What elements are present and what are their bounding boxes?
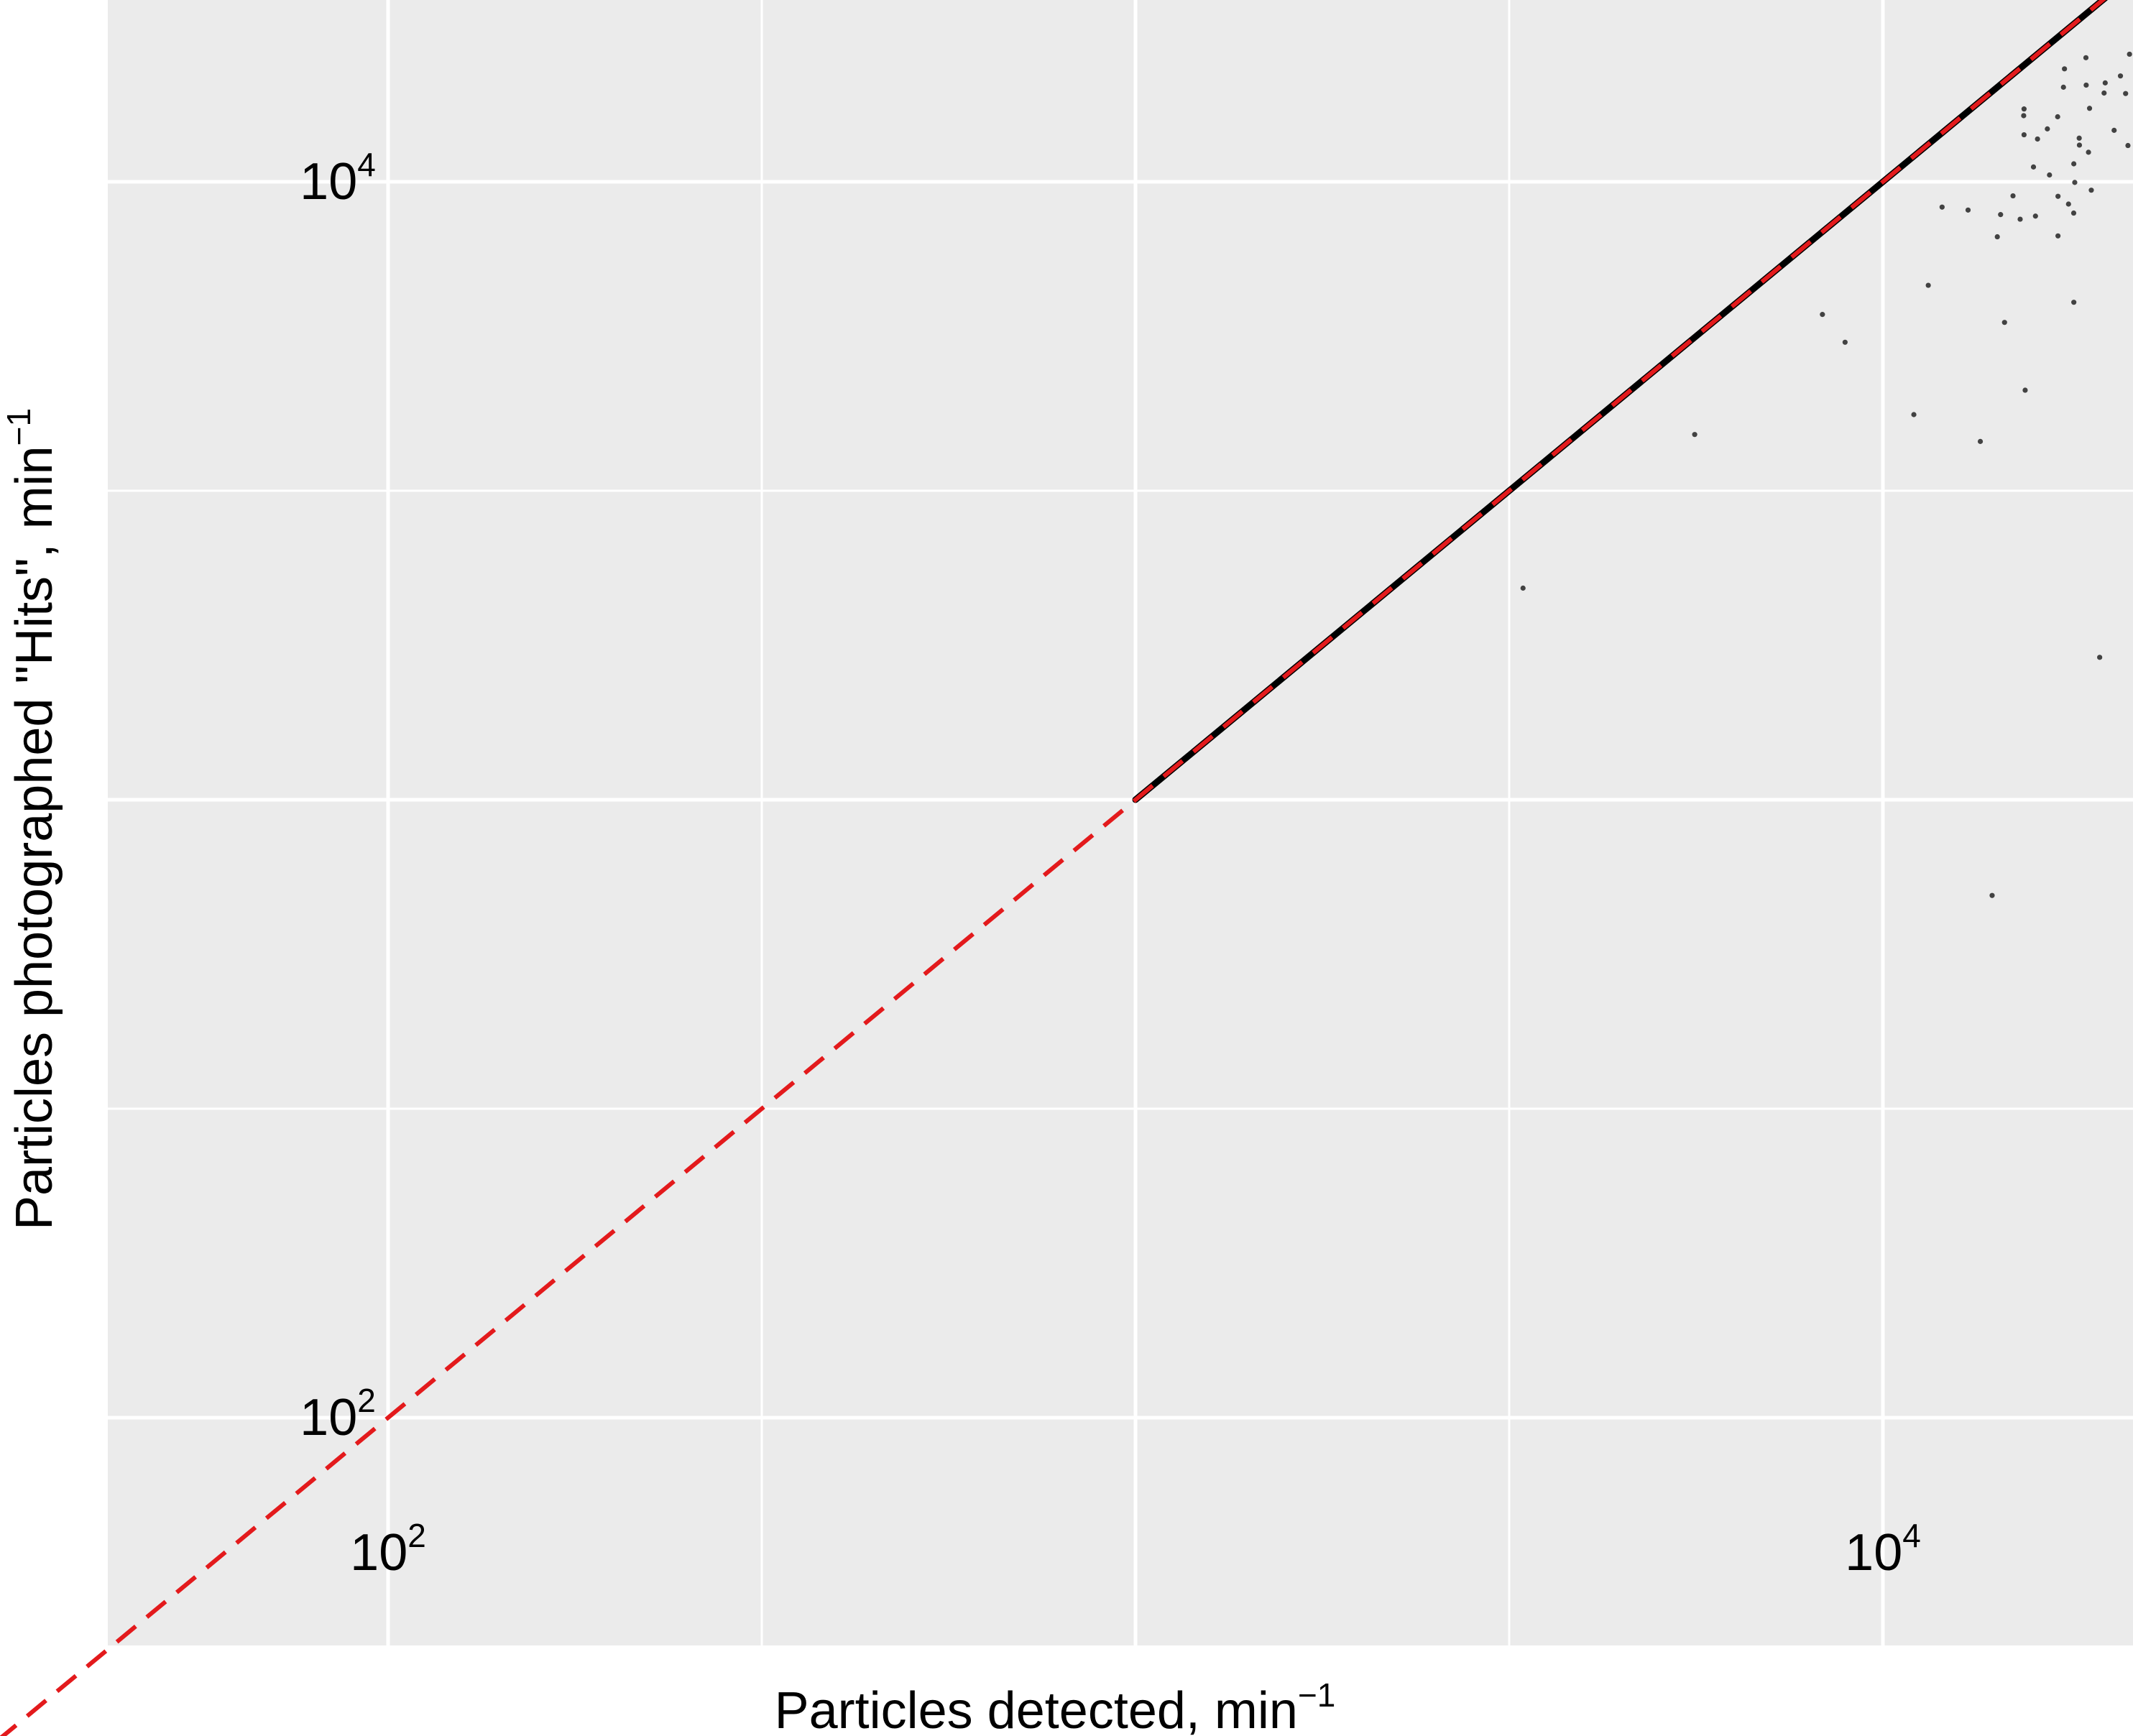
data-point	[1820, 312, 1825, 318]
data-point	[1842, 339, 1848, 345]
y-axis-title: Particles photographed "Hits", min−1	[0, 408, 63, 1230]
data-point	[1692, 432, 1697, 438]
scatter-point	[2125, 142, 2131, 149]
x-tick-exponent: 2	[407, 1517, 426, 1554]
x-axis-title: Particles detected, min−1	[775, 1676, 1336, 1736]
plot-panel	[108, 0, 2133, 1645]
x-axis-title-sup: −1	[1298, 1676, 1335, 1714]
scatter-point	[2102, 80, 2108, 86]
y-axis-title-sup: −1	[0, 408, 37, 445]
x-tick-base: 10	[1845, 1524, 1902, 1582]
scatter-point	[2083, 82, 2089, 88]
y-axis-title-text: Particles photographed "Hits", min	[6, 445, 63, 1230]
scatter-point	[2117, 73, 2124, 79]
scatter-point	[2076, 135, 2082, 141]
y-tick-label: 102	[300, 1382, 376, 1446]
data-point	[2070, 210, 2077, 216]
minor-gridlines	[108, 0, 2133, 1645]
scatter-point	[1994, 234, 2000, 240]
data-points	[1520, 51, 2132, 898]
scatter-point	[2017, 216, 2023, 222]
data-point	[1925, 282, 1931, 288]
data-point	[2022, 387, 2028, 393]
y-tick-label: 104	[300, 146, 376, 211]
scatter-point	[2055, 233, 2061, 239]
data-point	[2032, 213, 2038, 219]
scatter-point	[1998, 212, 2004, 218]
scatter-point	[2071, 300, 2077, 305]
scatter-point	[2071, 161, 2077, 167]
scatter-point	[2076, 142, 2083, 148]
data-point	[2097, 655, 2103, 660]
y-tick-exponent: 4	[357, 146, 376, 183]
scatter-point	[2060, 84, 2066, 90]
scatter-point	[2021, 106, 2027, 112]
scatter-point	[2035, 136, 2040, 142]
scatter-point	[2086, 149, 2091, 155]
x-axis-title-text: Particles detected, min	[775, 1682, 1298, 1736]
x-tick-label: 104	[1845, 1517, 1921, 1582]
data-point	[1989, 892, 1995, 898]
scatter-point	[2055, 114, 2060, 120]
data-point	[1965, 207, 1971, 213]
data-point	[1520, 585, 1526, 591]
scatter-point	[2123, 91, 2129, 96]
y-tick-exponent: 2	[357, 1382, 376, 1419]
scatter-point	[2010, 193, 2016, 199]
scatter-point	[2055, 193, 2061, 199]
scatter-point	[2088, 188, 2094, 193]
scatter-point	[2127, 51, 2132, 57]
scatter-point	[2086, 106, 2093, 111]
scatter-point	[2047, 172, 2053, 178]
x-axis-tick-labels: 102104106	[350, 1517, 1921, 1582]
x-tick-exponent: 4	[1902, 1517, 1921, 1554]
data-point	[1911, 412, 1917, 417]
data-point	[1977, 438, 1984, 444]
scatter-point	[2072, 180, 2078, 185]
scatter-point	[2083, 55, 2089, 60]
scatter-point	[2045, 126, 2050, 131]
x-tick-base: 10	[350, 1524, 407, 1582]
y-tick-base: 10	[300, 153, 357, 211]
data-point	[1939, 204, 1945, 210]
major-gridlines	[108, 0, 2133, 1645]
scatter-point	[2021, 131, 2027, 138]
scatter-point	[2030, 164, 2037, 170]
scatter-point	[2065, 201, 2071, 207]
scatter-point	[2021, 113, 2027, 119]
y-axis-tick-labels: 106104102	[300, 146, 376, 1446]
scatter-point	[2062, 66, 2068, 72]
x-tick-label: 102	[350, 1517, 426, 1582]
scatter-point	[2111, 127, 2117, 133]
y-tick-base: 10	[300, 1389, 357, 1446]
scatter-point	[2101, 90, 2107, 96]
scatter-point	[2001, 320, 2007, 326]
